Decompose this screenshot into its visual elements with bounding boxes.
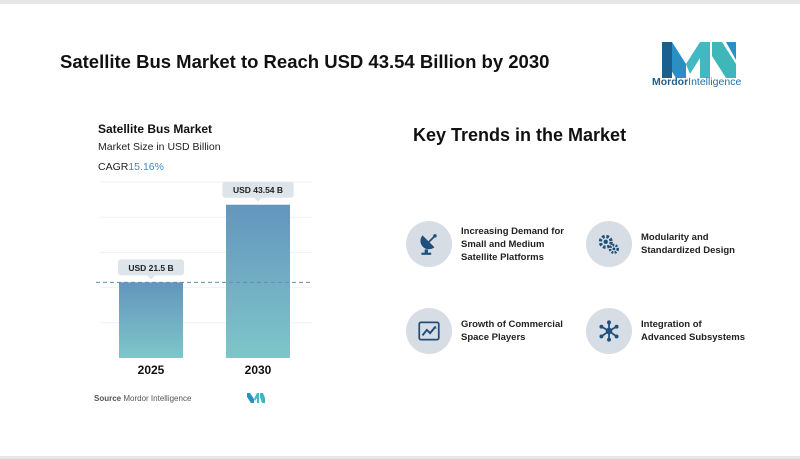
trend-label: Integration of Advanced Subsystems: [641, 319, 746, 343]
data-label-pointer: [254, 197, 262, 202]
category-label: 2030: [245, 363, 272, 377]
trend-label: Modularity and Standardized Design: [641, 232, 735, 256]
trends-title: Key Trends in the Market: [413, 125, 627, 145]
gears-icon: [586, 221, 632, 267]
cagr-text: CAGR15.16%: [98, 161, 164, 173]
bar: [226, 204, 290, 358]
data-label-box: [118, 259, 184, 276]
trend-label: Increasing Demand for Small and Medium S…: [461, 225, 564, 263]
trend-item: Increasing Demand for Small and Medium S…: [406, 221, 564, 267]
category-label: 2025: [138, 363, 165, 377]
chart-subtitle: Market Size in USD Billion: [98, 141, 221, 153]
small-mordor-logo: [247, 393, 265, 403]
source-note: Source Mordor Intelligence: [94, 394, 192, 403]
trend-item: Modularity and Standardized Design: [586, 221, 735, 267]
page-title: Satellite Bus Market to Reach USD 43.54 …: [60, 51, 550, 72]
growth-chart-icon: [406, 308, 452, 354]
chart-title: Satellite Bus Market: [98, 122, 213, 136]
data-label-box: [222, 181, 294, 198]
trend-item: Growth of Commercial Space Players: [406, 308, 563, 354]
network-icon: [586, 308, 632, 354]
data-label: USD 21.5 B: [128, 263, 173, 273]
mordor-logo: [662, 42, 736, 78]
satellite-dish-icon: [406, 221, 452, 267]
data-label: USD 43.54 B: [233, 185, 283, 195]
brand-name: MordorIntelligence: [652, 76, 742, 88]
bar: [119, 282, 183, 358]
trend-item: Integration of Advanced Subsystems: [586, 308, 745, 354]
bar-chart: USD 21.5 B 2025 USD 43.54 B 2030: [96, 181, 312, 377]
data-label-pointer: [147, 275, 155, 280]
trend-label: Growth of Commercial Space Players: [461, 319, 563, 343]
cagr-value: 15.16%: [128, 161, 164, 173]
